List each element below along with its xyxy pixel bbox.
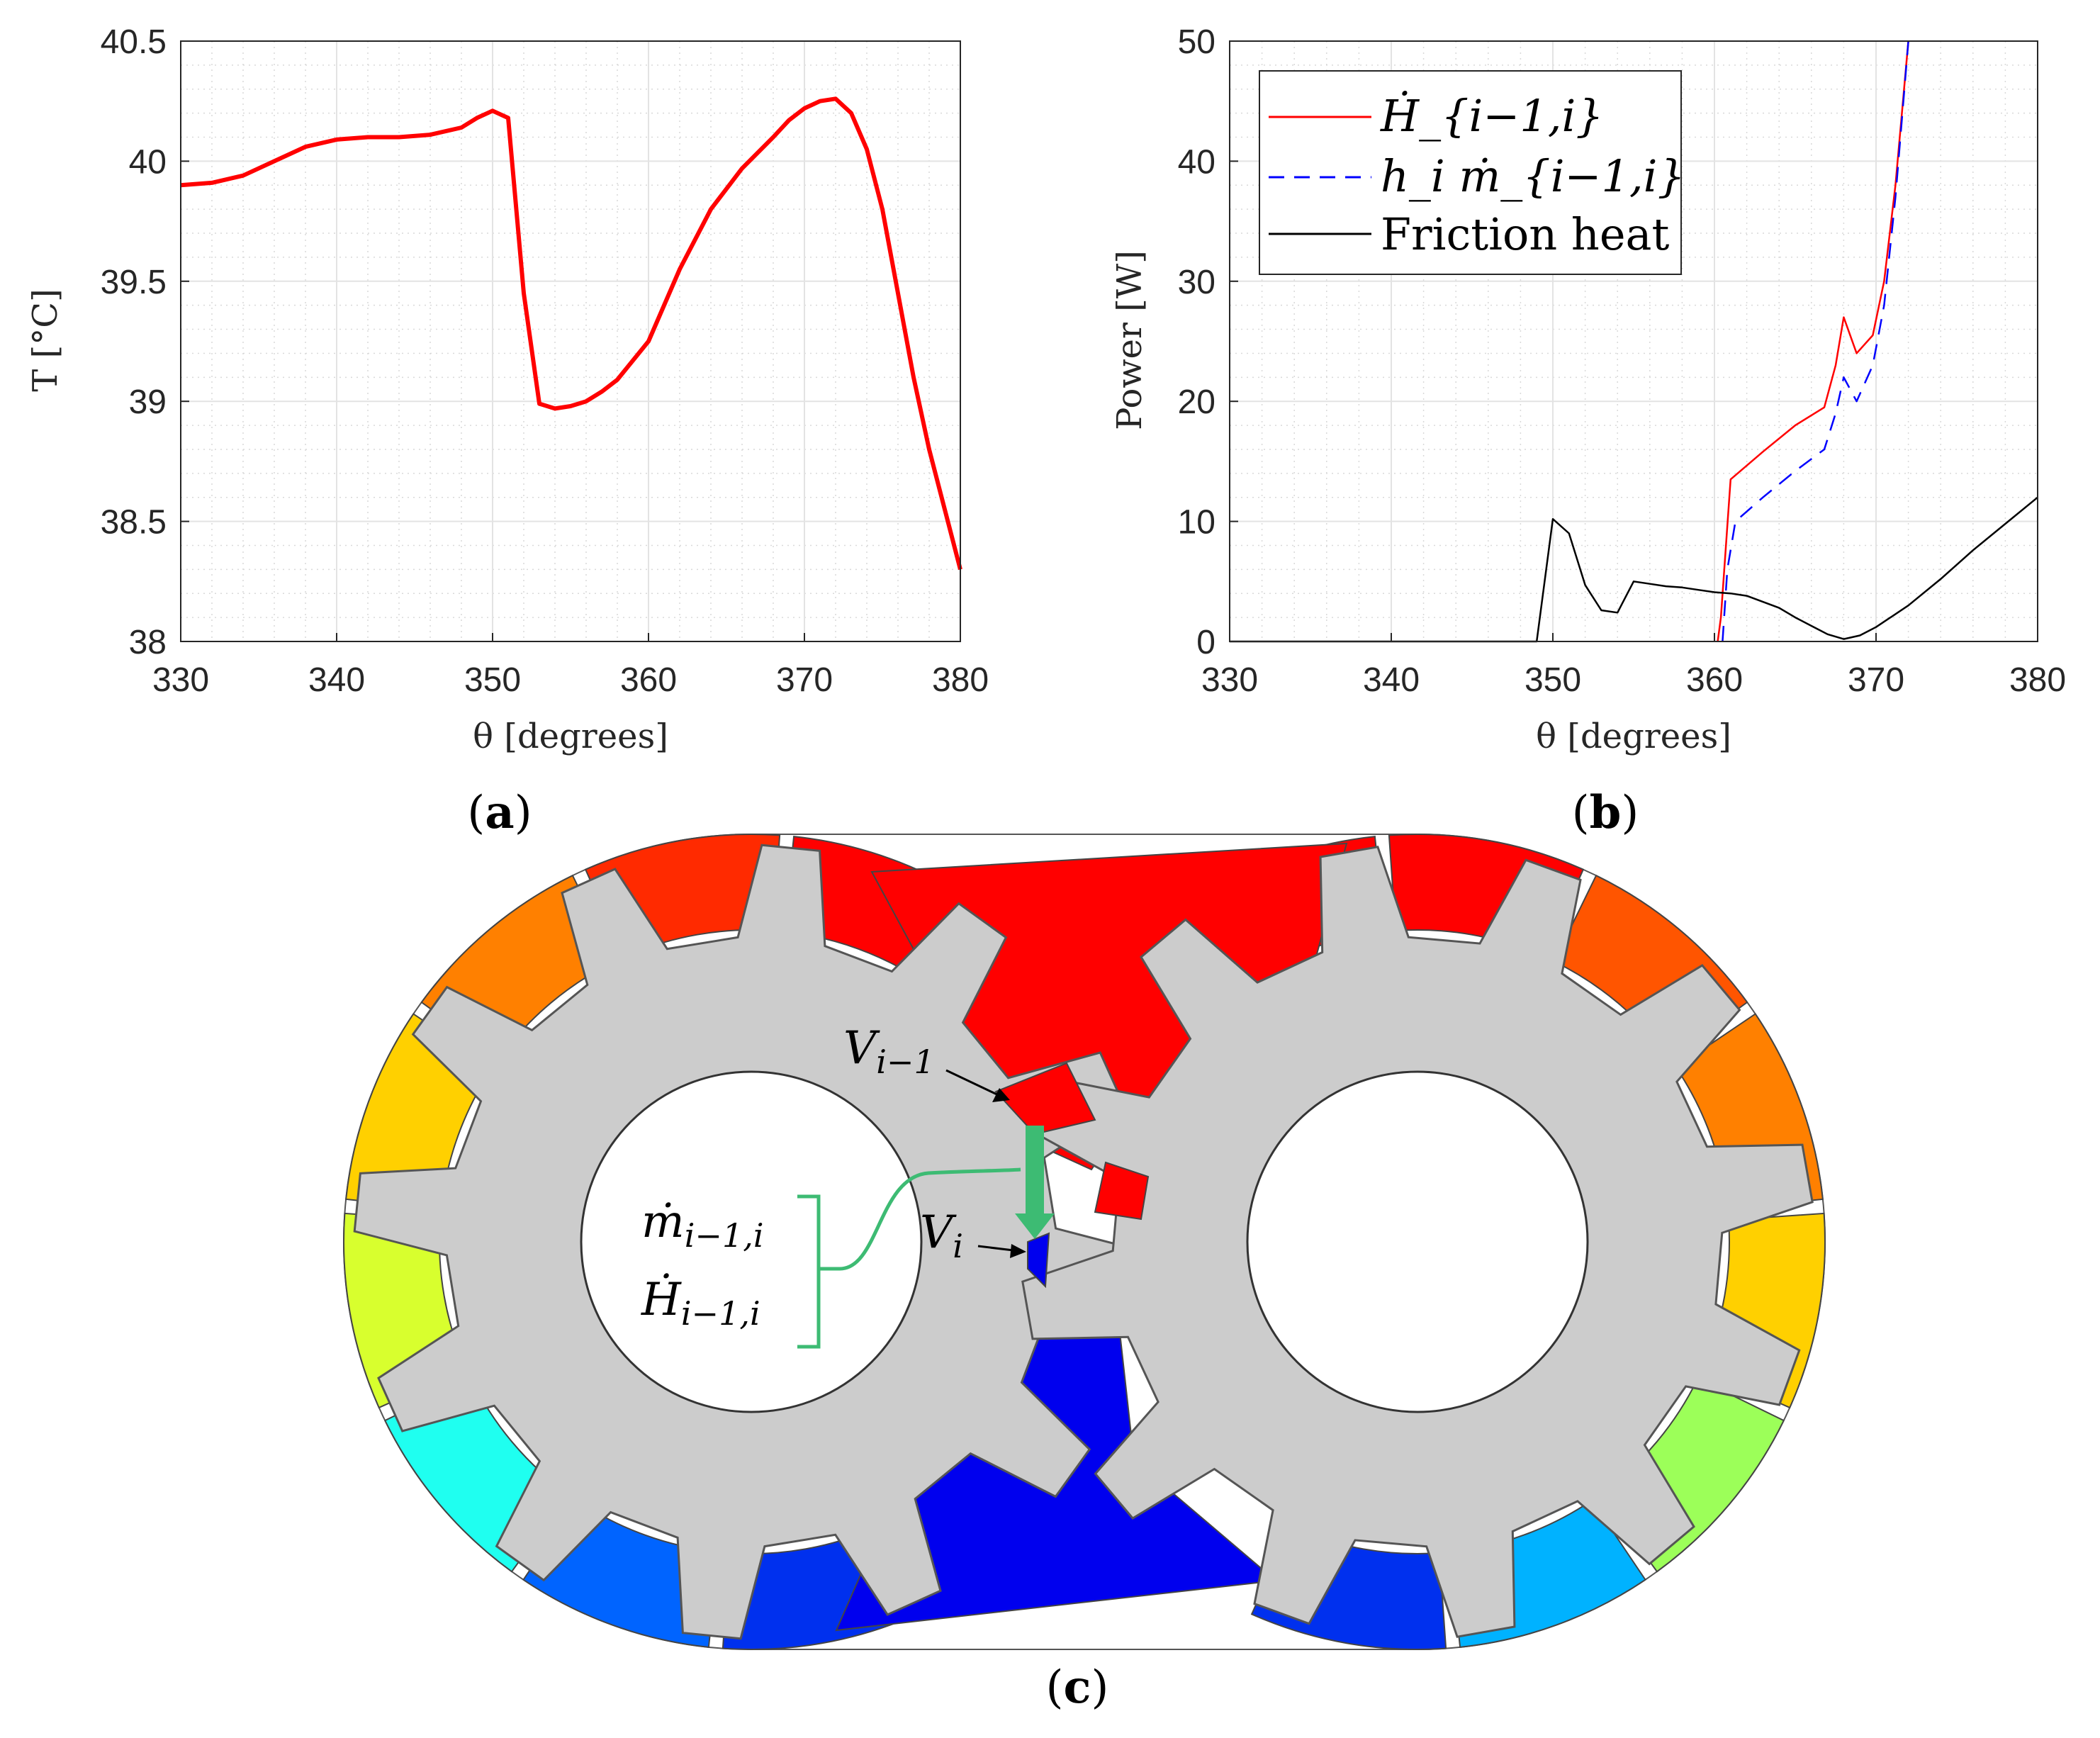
panel-c-label: (c) <box>1046 1661 1109 1714</box>
flux-bracket <box>797 1167 1021 1349</box>
x-tick-label: 370 <box>776 661 833 699</box>
y-tick-label: 40.5 <box>101 23 167 61</box>
x-tick-label: 330 <box>152 661 209 699</box>
y-tick-label: 39 <box>129 383 167 421</box>
x-tick-label: 360 <box>1686 661 1743 699</box>
chart-a-ylabel: T [°C] <box>26 288 65 391</box>
chart-b-xlabel: θ [degrees] <box>1536 717 1731 756</box>
gear-pump-diagram: Vi−1 Vi ṁi−1,i Ḣi−1,i (c) <box>343 834 1826 1714</box>
flow-arrow-shaft <box>1026 1126 1044 1218</box>
x-tick-label: 380 <box>2009 661 2066 699</box>
x-tick-label: 330 <box>1201 661 1258 699</box>
legend-label-friction: Friction heat <box>1381 208 1670 260</box>
label-v-prev: Vi−1 <box>843 1022 935 1081</box>
y-tick-label: 38 <box>129 624 167 661</box>
pointer-v-prev <box>945 1069 1004 1099</box>
y-tick-label: 20 <box>1178 383 1215 421</box>
chart-b-ylabel: Power [W] <box>1110 250 1150 430</box>
series-line-2 <box>1230 496 2038 643</box>
left-gear-bore <box>580 1070 923 1413</box>
y-tick-label: 40 <box>1178 143 1215 181</box>
chart-b-legend: Ḣ_{i−1,i} h_i ṁ_{i−1,i} Friction heat <box>1259 70 1685 275</box>
legend-label-mass-enthalpy: h_i ṁ_{i−1,i} <box>1381 150 1685 202</box>
chart-b-series <box>1230 40 2038 643</box>
chart-b-ticks: 330 340 350 360 370 380 0 10 20 30 40 50 <box>1178 23 2066 699</box>
y-tick-label: 39.5 <box>101 264 167 301</box>
x-tick-label: 380 <box>932 661 989 699</box>
chart-a: 330 340 350 360 370 380 38 38.5 39 39.5 40 40.5 θ [… <box>26 23 989 839</box>
chart-b-frame <box>1229 40 2038 642</box>
x-tick-label: 350 <box>1525 661 1581 699</box>
x-tick-label: 340 <box>308 661 365 699</box>
x-tick-label: 340 <box>1363 661 1420 699</box>
chart-a-frame <box>180 40 961 642</box>
panel-a-letter: a <box>485 786 514 839</box>
y-tick-label: 38.5 <box>101 504 167 542</box>
series-line-0 <box>180 96 962 571</box>
y-tick-label: 30 <box>1178 264 1215 301</box>
panel-b-label: (b) <box>1572 786 1639 839</box>
panel-b-letter: b <box>1590 786 1622 839</box>
y-tick-label: 40 <box>129 143 167 181</box>
legend-label-enthalpy: Ḣ_{i−1,i} <box>1380 90 1604 142</box>
chart-a-ticks: 330 340 350 360 370 380 38 38.5 39 39.5 40 40.5 <box>101 23 989 699</box>
y-tick-label: 10 <box>1178 504 1215 542</box>
x-tick-label: 360 <box>620 661 677 699</box>
series-line-1 <box>1722 40 1909 642</box>
chart-a-xlabel: θ [degrees] <box>473 717 668 756</box>
pointer-v-prev-head <box>992 1088 1010 1102</box>
panel-a-label: (a) <box>467 786 532 839</box>
panel-c-letter: c <box>1064 1661 1091 1714</box>
y-tick-label: 50 <box>1178 23 1215 61</box>
volume-v-cur <box>1027 1232 1050 1289</box>
volume-mesh-top <box>1094 1161 1150 1221</box>
x-tick-label: 370 <box>1848 661 1904 699</box>
label-hdot: Ḣi−1,i <box>641 1273 760 1333</box>
x-tick-label: 350 <box>464 661 521 699</box>
series-line-0 <box>1717 40 1909 642</box>
right-gear-bore <box>1246 1070 1589 1413</box>
y-tick-label: 0 <box>1196 624 1215 661</box>
pointer-v-cur-head <box>1010 1244 1026 1258</box>
label-mdot: ṁi−1,i <box>641 1196 764 1255</box>
chart-b: 330 340 350 360 370 380 0 10 20 30 40 50 θ [degrees… <box>1110 23 2066 839</box>
chart-a-series <box>180 96 962 571</box>
volume-v-prev <box>994 1062 1096 1136</box>
flow-arrow-head <box>1015 1213 1055 1239</box>
label-v-cur: Vi <box>920 1206 963 1265</box>
